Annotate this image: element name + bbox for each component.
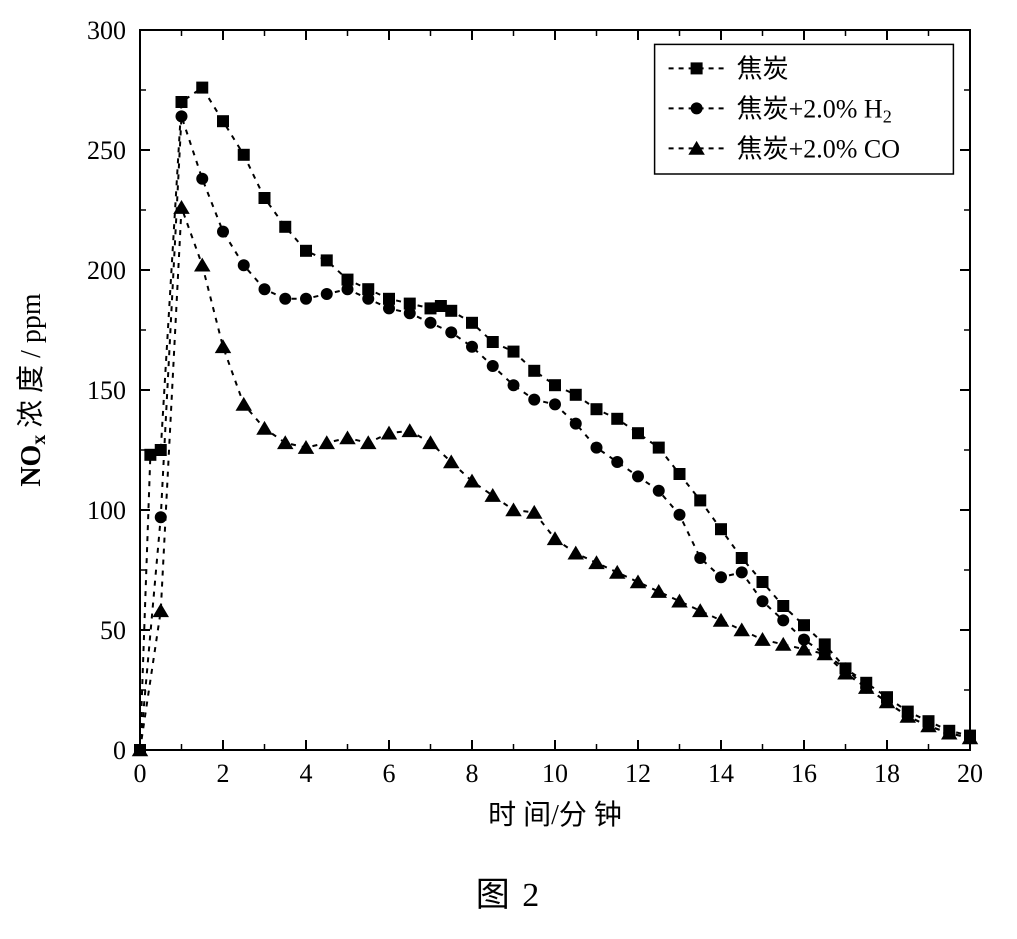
svg-text:250: 250 <box>87 136 126 165</box>
svg-text:6: 6 <box>383 759 396 788</box>
legend: 焦炭焦炭+2.0% H2 焦炭+2.0% CO <box>655 44 954 174</box>
svg-text:0: 0 <box>113 736 126 765</box>
figure-caption: 图 2 <box>0 867 1017 916</box>
svg-text:焦炭: 焦炭 <box>737 54 789 83</box>
svg-text:100: 100 <box>87 496 126 525</box>
svg-text:10: 10 <box>542 759 568 788</box>
svg-text:时 间/分 钟: 时 间/分 钟 <box>488 799 622 831</box>
svg-text:12: 12 <box>625 759 651 788</box>
svg-text:20: 20 <box>957 759 983 788</box>
nox-chart: 02468101214161820050100150200250300时 间/分… <box>0 0 1017 839</box>
svg-text:0: 0 <box>134 759 147 788</box>
svg-text:150: 150 <box>87 376 126 405</box>
svg-text:8: 8 <box>466 759 479 788</box>
svg-text:焦炭+2.0% H2: 焦炭+2.0% H2 <box>737 94 892 126</box>
svg-text:焦炭+2.0% CO: 焦炭+2.0% CO <box>737 134 900 163</box>
svg-text:50: 50 <box>100 616 126 645</box>
svg-text:14: 14 <box>708 759 734 788</box>
svg-text:4: 4 <box>300 759 313 788</box>
svg-text:NOx 浓 度 / ppm: NOx 浓 度 / ppm <box>15 293 50 487</box>
svg-text:300: 300 <box>87 16 126 45</box>
svg-text:18: 18 <box>874 759 900 788</box>
series-coke <box>134 82 976 756</box>
svg-text:16: 16 <box>791 759 817 788</box>
svg-text:2: 2 <box>217 759 230 788</box>
svg-text:200: 200 <box>87 256 126 285</box>
